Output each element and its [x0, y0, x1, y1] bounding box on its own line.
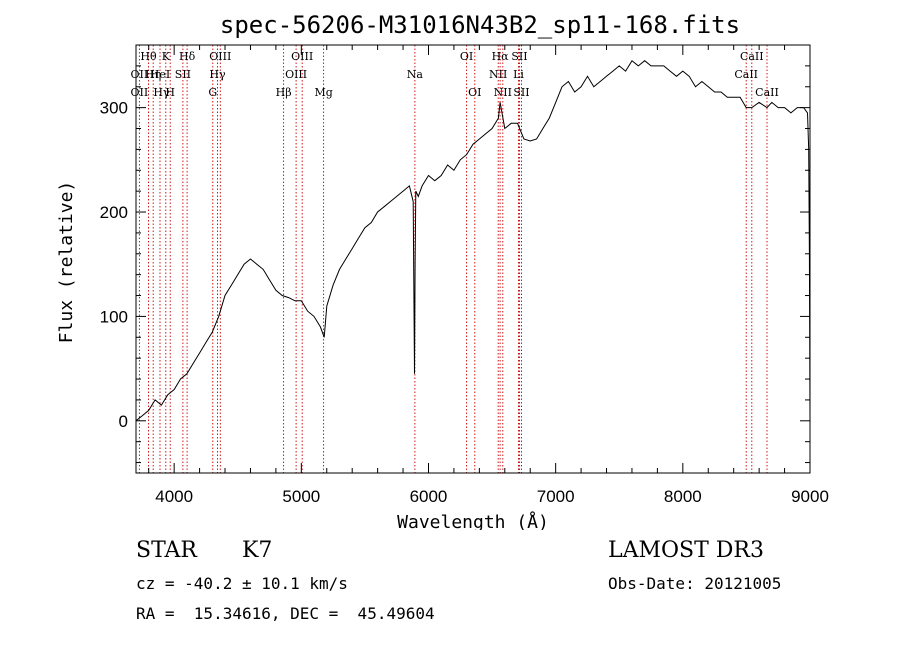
y-tick-label: 0: [119, 412, 128, 431]
line-label: HeI: [150, 68, 170, 81]
line-label: Hθ: [140, 50, 157, 63]
line-label: G: [208, 86, 217, 99]
x-axis: 4000 5000 6000 7000 8000 9000: [148, 45, 829, 506]
line-label: OI: [460, 50, 473, 63]
x-tick-label: 5000: [282, 487, 320, 506]
obs-date-label: Obs-Date: 20121005: [608, 574, 782, 593]
line-label: OI: [468, 86, 481, 99]
y-tick-label: 200: [100, 203, 128, 222]
line-label: OII: [131, 86, 149, 99]
line-label: H: [165, 86, 175, 99]
emission-line-marks: [138, 45, 768, 473]
spectrum-series-line: [135, 59, 811, 422]
coordinates-label: RA = 15.34616, DEC = 45.49604: [136, 604, 435, 623]
line-label: SII: [511, 50, 527, 63]
line-label: Hα: [492, 50, 510, 63]
line-label: CaII: [734, 68, 758, 81]
line-label: OII: [131, 68, 149, 81]
line-label: OIII: [285, 68, 307, 81]
y-axis: 0 100 200 300: [100, 44, 810, 464]
line-label: Hβ: [276, 86, 292, 99]
plot-frame: [135, 44, 811, 474]
line-label: OIII: [209, 50, 231, 63]
x-tick-label: 6000: [410, 487, 448, 506]
line-label: Mg: [314, 86, 332, 99]
x-tick-label: 7000: [537, 487, 575, 506]
x-tick-label: 8000: [664, 487, 702, 506]
x-tick-label: 9000: [791, 487, 829, 506]
line-label: Hγ: [209, 68, 226, 81]
line-label: Hδ: [179, 50, 196, 63]
class-label: STAR: [136, 538, 197, 563]
y-tick-label: 300: [100, 99, 128, 118]
line-label: Na: [407, 68, 424, 81]
y-axis-label: Flux (relative): [56, 181, 77, 344]
line-label: SII: [513, 86, 529, 99]
line-label: Hγ: [153, 86, 170, 99]
line-label: Li: [513, 68, 524, 81]
line-label: SII: [175, 68, 191, 81]
survey-label: LAMOST DR3: [608, 538, 764, 563]
y-tick-label: 100: [100, 307, 128, 326]
x-tick-label: 4000: [155, 487, 193, 506]
line-label: Hη: [145, 68, 161, 81]
line-label: K: [162, 50, 171, 63]
redshift-label: cz = -40.2 ± 10.1 km/s: [136, 574, 348, 593]
line-label: OIII: [291, 50, 313, 63]
line-label: NII: [489, 68, 507, 81]
line-label: CaII: [740, 50, 764, 63]
line-label: NII: [494, 86, 512, 99]
chart-title: spec-56206-M31016N43B2_sp11-168.fits: [220, 11, 740, 39]
spectrum-chart: spec-56206-M31016N43B2_sp11-168.fits Hθ O…: [56, 11, 829, 530]
x-axis-label: Wavelength (Å): [397, 511, 549, 530]
line-label: CaII: [755, 86, 779, 99]
subclass-label: K7: [242, 538, 273, 563]
